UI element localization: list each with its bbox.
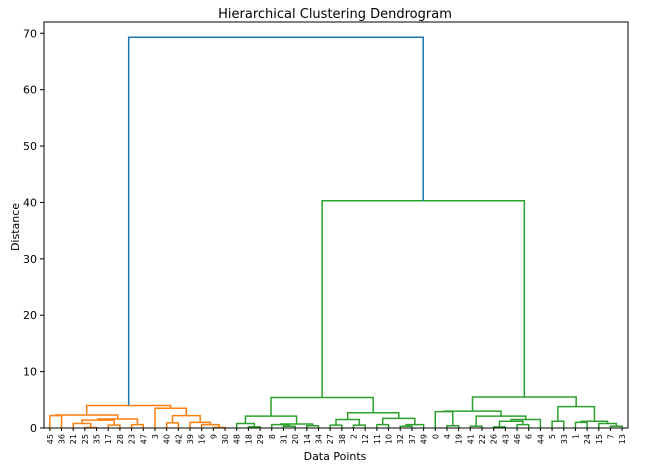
leaf-label: 15 <box>595 434 604 444</box>
leaf-label: 38 <box>338 434 347 444</box>
leaf-label: 5 <box>548 434 557 439</box>
dendrogram-link <box>381 417 416 425</box>
leaf-label: 27 <box>326 434 335 444</box>
leaf-label: 28 <box>116 434 125 444</box>
leaf-label: 46 <box>513 434 522 444</box>
chart-title: Hierarchical Clustering Dendrogram <box>218 7 452 22</box>
leaf-label: 29 <box>256 434 265 444</box>
dendrogram-link <box>471 396 577 412</box>
leaf-label: 26 <box>490 434 499 444</box>
dendrogram-link <box>321 200 526 398</box>
dendrogram-link <box>127 36 424 406</box>
y-tick-label: 30 <box>23 253 37 266</box>
leaf-label: 36 <box>58 434 67 444</box>
leaf-label: 16 <box>198 434 207 444</box>
dendrogram-link <box>335 418 361 426</box>
leaf-label: 32 <box>396 434 405 444</box>
dendrogram-links <box>49 36 623 429</box>
y-tick-label: 20 <box>23 309 37 322</box>
y-axis-label: Distance <box>9 203 22 251</box>
leaf-label: 44 <box>536 434 545 444</box>
leaf-label: 1 <box>571 434 580 439</box>
y-tick-label: 0 <box>30 422 37 435</box>
y-axis-ticks: 0 10 20 30 40 50 60 70 <box>23 27 44 435</box>
y-tick-label: 10 <box>23 366 37 379</box>
y-tick-label: 60 <box>23 84 37 97</box>
y-tick-label: 50 <box>23 140 37 153</box>
dendrogram-link <box>130 423 145 428</box>
leaf-label: 39 <box>186 434 195 444</box>
leaf-label: 2 <box>350 434 359 439</box>
leaf-label: 34 <box>314 434 323 444</box>
leaf-label: 17 <box>104 434 113 444</box>
leaf-label: 6 <box>525 434 534 439</box>
dendrogram-link <box>376 423 390 428</box>
leaf-label: 30 <box>221 434 230 444</box>
leaf-label: 22 <box>478 434 487 444</box>
leaf-label: 18 <box>244 434 253 444</box>
leaf-label: 47 <box>139 434 148 444</box>
leaf-label: 0 <box>431 434 440 439</box>
leaf-label: 4 <box>443 434 452 439</box>
leaf-label: 19 <box>455 434 464 444</box>
x-axis-label: Data Points <box>304 450 367 463</box>
leaf-label: 13 <box>618 434 627 444</box>
leaf-label: 10 <box>385 434 394 444</box>
leaf-label: 9 <box>209 434 218 439</box>
leaf-label: 40 <box>163 434 172 444</box>
leaf-label: 12 <box>361 434 370 444</box>
leaf-label: 24 <box>583 434 592 444</box>
dendrogram-link <box>551 420 565 428</box>
leaf-label: 48 <box>233 434 242 444</box>
leaf-label: 14 <box>303 434 312 444</box>
plot-frame <box>43 21 629 429</box>
dendrogram-link <box>154 407 188 428</box>
leaf-label: 45 <box>46 434 55 444</box>
dendrogram-link <box>574 421 588 428</box>
leaf-label: 11 <box>373 434 382 444</box>
dendrogram-link <box>516 423 530 428</box>
leaf-label: 23 <box>128 434 137 444</box>
leaf-label: 8 <box>268 434 277 439</box>
leaf-label: 37 <box>408 434 417 444</box>
leaf-label: 21 <box>69 434 78 444</box>
leaf-label: 43 <box>501 434 510 444</box>
leaf-label: 33 <box>560 434 569 444</box>
leaf-label: 41 <box>466 434 475 444</box>
leaf-label: 20 <box>291 434 300 444</box>
leaf-label: 25 <box>81 434 90 444</box>
dendrogram-link <box>557 405 596 422</box>
dendrogram-link <box>85 404 172 416</box>
leaf-label: 49 <box>420 434 429 444</box>
leaf-label: 7 <box>606 434 615 439</box>
x-axis-ticks: 45 36 21 25 35 17 28 23 47 3 40 42 39 16 9 30 48 18 29 8 31 2… <box>46 428 627 444</box>
dendrogram-link <box>165 422 180 428</box>
leaf-label: 3 <box>151 434 160 439</box>
dendrogram-link <box>49 414 63 428</box>
leaf-label: 35 <box>93 434 102 444</box>
leaf-label: 31 <box>279 434 288 444</box>
y-tick-label: 70 <box>23 27 37 40</box>
dendrogram-link <box>81 419 115 426</box>
leaf-label: 42 <box>174 434 183 444</box>
y-tick-label: 40 <box>23 196 37 209</box>
